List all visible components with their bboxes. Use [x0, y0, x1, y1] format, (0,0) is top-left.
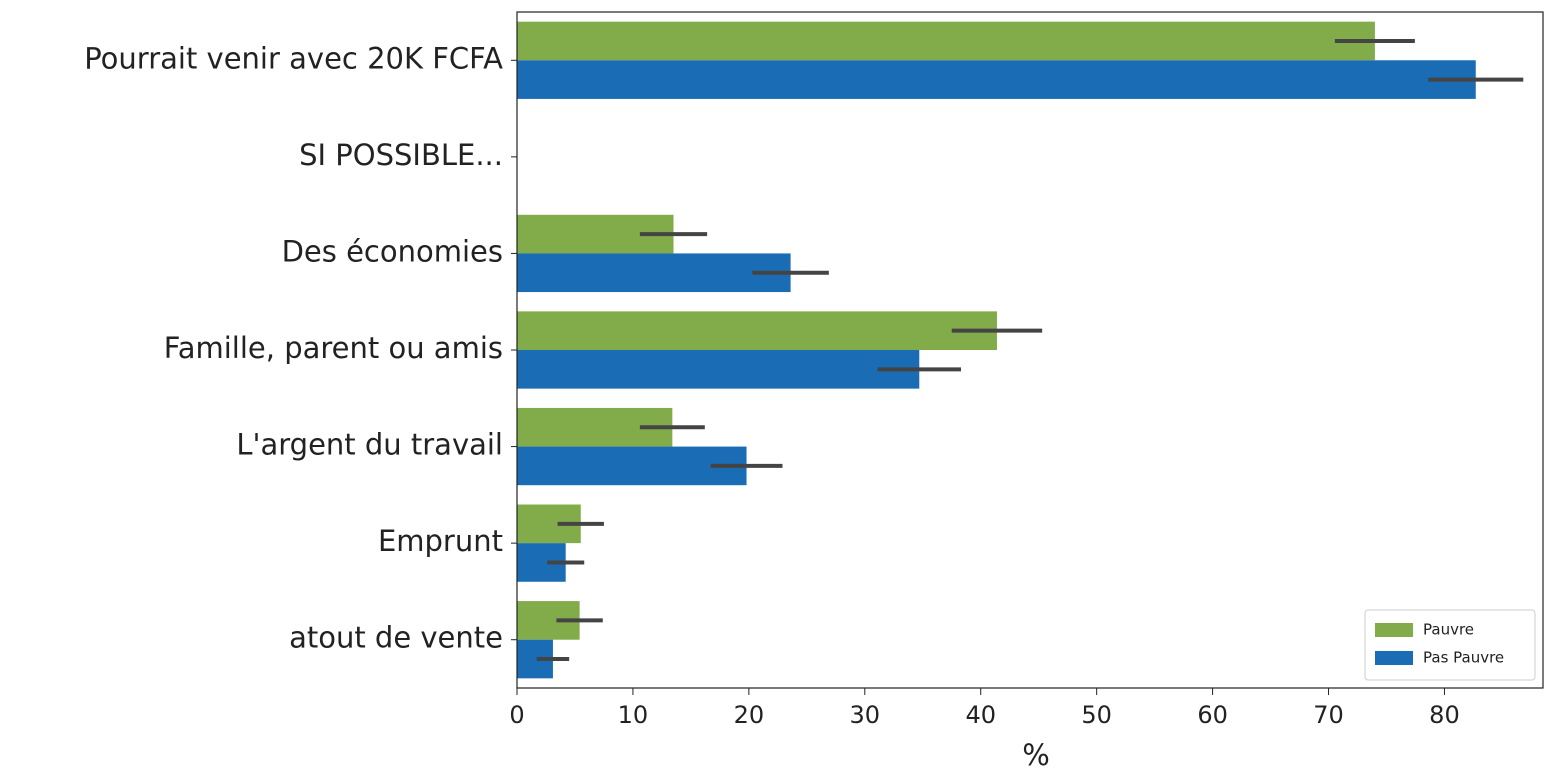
x-tick-label: 50 [1081, 701, 1112, 729]
legend-label: Pauvre [1423, 621, 1474, 639]
bar [517, 446, 747, 486]
x-tick-label: 80 [1429, 701, 1460, 729]
bar [517, 311, 997, 350]
legend-label: Pas Pauvre [1423, 649, 1504, 667]
y-tick-label: Pourrait venir avec 20K FCFA [84, 41, 503, 75]
x-tick-label: 70 [1313, 701, 1344, 729]
y-tick-label: SI POSSIBLE... [299, 138, 503, 172]
x-tick-label: 40 [965, 701, 996, 729]
legend-swatch [1375, 651, 1413, 665]
y-tick-label: Des économies [282, 234, 503, 268]
legend-swatch [1375, 623, 1413, 637]
axes-frame [516, 11, 1544, 689]
bar [517, 60, 1476, 99]
y-tick-label: L'argent du travail [236, 428, 503, 462]
y-tick-label: atout de vente [289, 621, 503, 655]
x-tick-label: 0 [509, 701, 524, 729]
x-tick-label: 60 [1197, 701, 1228, 729]
bar [517, 253, 791, 293]
x-axis-label: % [1022, 738, 1050, 772]
y-tick-label: Emprunt [378, 524, 503, 558]
y-tick-label: Famille, parent ou amis [164, 331, 503, 365]
bar [517, 350, 920, 389]
x-tick-label: 30 [850, 701, 881, 729]
x-tick-label: 20 [734, 701, 765, 729]
x-tick-label: 10 [618, 701, 649, 729]
bar [517, 21, 1375, 61]
